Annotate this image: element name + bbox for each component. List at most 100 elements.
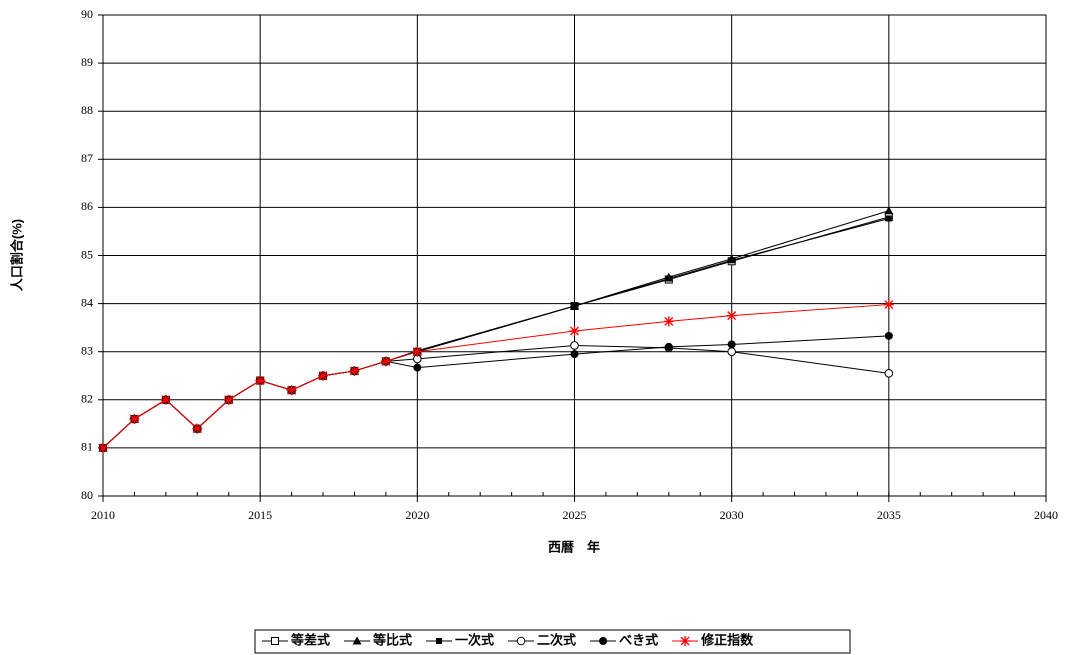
data-point-part xyxy=(885,215,892,222)
data-point xyxy=(223,394,234,405)
data-point-part xyxy=(413,363,422,372)
data-point xyxy=(318,370,329,381)
y-tick-label: 87 xyxy=(81,151,93,165)
data-point-part xyxy=(286,385,297,396)
y-tick-label: 84 xyxy=(81,295,93,309)
legend-label: 等比式 xyxy=(372,632,412,647)
data-point xyxy=(412,346,423,357)
data-point xyxy=(664,342,673,351)
y-tick-label: 83 xyxy=(81,343,93,357)
legend-marker-part xyxy=(516,636,526,646)
x-tick-label: 2025 xyxy=(563,508,587,522)
y-axis-label: 人口割合(%) xyxy=(9,219,24,291)
x-tick-label: 2030 xyxy=(720,508,744,522)
data-point xyxy=(884,369,894,378)
data-point xyxy=(727,340,736,349)
data-point xyxy=(349,365,360,376)
series-line xyxy=(102,304,889,449)
data-point-part xyxy=(884,369,894,378)
x-tick-label: 2010 xyxy=(91,508,115,522)
data-point-part xyxy=(160,394,171,405)
data-point-part xyxy=(884,206,894,215)
data-point-part xyxy=(570,341,579,350)
data-point xyxy=(286,385,297,396)
y-tick-label: 81 xyxy=(81,440,93,454)
data-point xyxy=(663,316,674,327)
data-point-part xyxy=(726,310,737,321)
data-point-part xyxy=(884,331,893,340)
data-point xyxy=(98,442,108,453)
legend-marker-part xyxy=(436,638,443,644)
legend-marker xyxy=(352,636,362,645)
legend-marker xyxy=(271,637,279,645)
series-line xyxy=(102,216,889,449)
data-point xyxy=(727,347,736,357)
data-point xyxy=(129,414,140,425)
data-point-part xyxy=(318,370,329,381)
data-point xyxy=(665,275,672,282)
data-point-part xyxy=(571,303,578,310)
legend-label: 修正指数 xyxy=(700,632,754,647)
legend-marker-part xyxy=(352,636,362,645)
x-tick-label: 2020 xyxy=(405,508,429,522)
legend-item: 修正指数 xyxy=(672,632,754,647)
data-point-part xyxy=(569,326,580,337)
y-tick-label: 90 xyxy=(81,7,93,21)
x-tick-label: 2040 xyxy=(1034,508,1058,522)
data-point xyxy=(884,331,893,340)
y-tick-label: 86 xyxy=(81,199,93,213)
legend-item: 二次式 xyxy=(508,632,576,647)
x-axis-label: 西暦 年 xyxy=(548,539,600,554)
plot-frame xyxy=(102,14,1047,497)
series-line xyxy=(102,217,889,449)
data-point xyxy=(569,326,580,337)
legend-label: 一次式 xyxy=(455,632,494,647)
data-point xyxy=(726,310,737,321)
data-point-part xyxy=(727,340,736,349)
data-point xyxy=(570,341,579,350)
data-point xyxy=(885,215,892,222)
data-point-part xyxy=(192,423,203,434)
y-tick-label: 85 xyxy=(81,247,93,261)
data-point-part xyxy=(223,394,234,405)
x-tick-label: 2015 xyxy=(248,508,272,522)
legend-label: 等差式 xyxy=(290,632,330,647)
legend-marker xyxy=(516,636,526,646)
legend-item: 一次式 xyxy=(426,632,494,647)
legend-box xyxy=(254,629,851,654)
data-point-part xyxy=(665,275,672,282)
legend-item: べき式 xyxy=(590,632,658,647)
legend-marker-part xyxy=(599,637,608,645)
x-tick-label: 2035 xyxy=(877,508,901,522)
data-point-part xyxy=(663,316,674,327)
legend-label: 二次式 xyxy=(537,632,576,647)
data-point xyxy=(255,375,266,386)
data-point xyxy=(160,394,171,405)
data-point xyxy=(884,206,894,215)
y-tick-label: 80 xyxy=(81,488,93,502)
data-point-part xyxy=(255,375,266,386)
legend-label: べき式 xyxy=(619,632,658,647)
legend-item: 等比式 xyxy=(344,632,412,647)
data-point xyxy=(571,303,578,310)
data-point-part xyxy=(664,342,673,351)
data-point xyxy=(883,299,894,310)
data-point-part xyxy=(727,347,736,357)
data-point xyxy=(192,423,203,434)
data-point-part xyxy=(412,346,423,357)
data-point xyxy=(570,350,579,359)
data-point-part xyxy=(129,414,140,425)
legend-marker-part xyxy=(680,636,691,646)
legend-marker xyxy=(680,636,691,646)
data-point-part xyxy=(883,299,894,310)
legend-marker xyxy=(436,638,443,644)
data-point-part xyxy=(728,257,735,264)
y-tick-label: 89 xyxy=(81,55,93,69)
data-point-part xyxy=(380,356,391,367)
data-point-part xyxy=(349,365,360,376)
data-point-part xyxy=(98,442,108,453)
data-point xyxy=(380,356,391,367)
legend-marker-part xyxy=(271,637,279,645)
data-point xyxy=(728,257,735,264)
